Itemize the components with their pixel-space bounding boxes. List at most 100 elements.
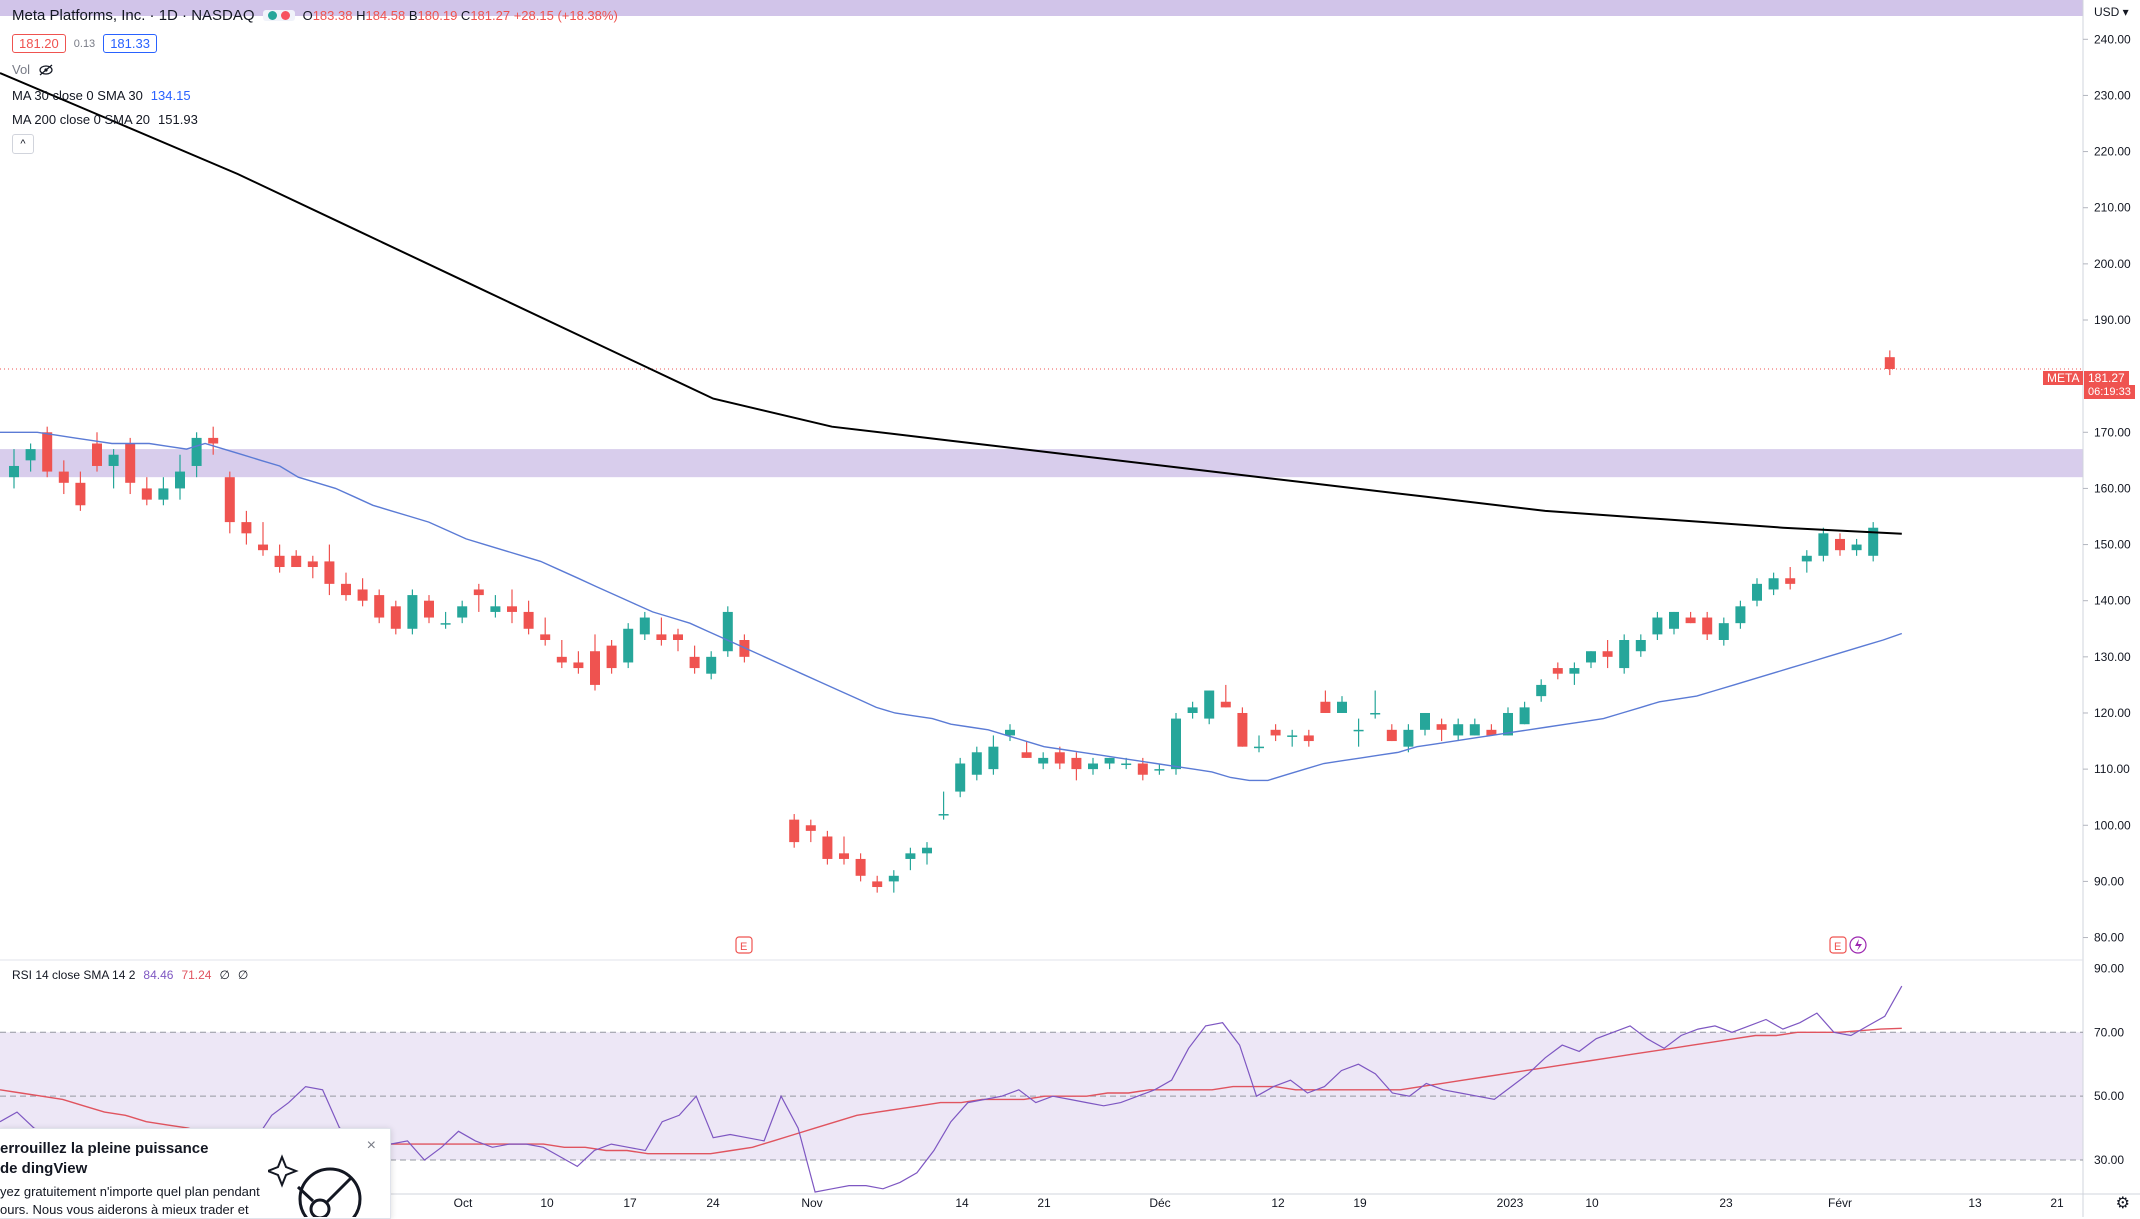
candle[interactable] xyxy=(92,443,102,466)
candle[interactable] xyxy=(1021,752,1032,758)
candle[interactable] xyxy=(556,656,567,663)
candle[interactable] xyxy=(208,437,219,444)
candle[interactable] xyxy=(523,611,534,629)
candle[interactable] xyxy=(1669,611,1679,629)
candle[interactable] xyxy=(507,606,517,612)
candle[interactable] xyxy=(1287,735,1298,737)
buy-price-button[interactable]: 181.33 xyxy=(103,34,157,53)
candle[interactable] xyxy=(1735,606,1746,624)
candle[interactable] xyxy=(922,847,932,854)
candle[interactable] xyxy=(374,595,385,618)
candle[interactable] xyxy=(1635,640,1646,652)
candle[interactable] xyxy=(656,634,667,640)
candle[interactable] xyxy=(639,617,650,635)
candle[interactable] xyxy=(424,600,434,618)
earnings-marker[interactable] xyxy=(1829,936,1847,954)
candle[interactable] xyxy=(291,555,302,568)
candle[interactable] xyxy=(1353,729,1364,732)
candle[interactable] xyxy=(1204,690,1215,719)
candle[interactable] xyxy=(440,623,451,625)
candle[interactable] xyxy=(1270,729,1281,736)
candle[interactable] xyxy=(590,651,600,685)
candle[interactable] xyxy=(1884,357,1895,370)
candle[interactable] xyxy=(241,522,252,534)
candle[interactable] xyxy=(888,875,899,882)
candle[interactable] xyxy=(1835,538,1845,551)
candle[interactable] xyxy=(1071,757,1082,770)
candle[interactable] xyxy=(324,561,335,584)
rsi-line[interactable] xyxy=(0,985,1903,1193)
earnings-marker[interactable] xyxy=(735,936,753,954)
candle[interactable] xyxy=(1552,668,1563,674)
close-icon[interactable]: × xyxy=(366,1137,376,1154)
candle[interactable] xyxy=(1436,724,1447,730)
candle[interactable] xyxy=(1851,544,1862,551)
candle[interactable] xyxy=(1254,746,1264,749)
candle[interactable] xyxy=(191,437,202,466)
candle[interactable] xyxy=(1386,729,1397,742)
candle[interactable] xyxy=(573,662,584,669)
candle[interactable] xyxy=(1702,617,1713,635)
candle[interactable] xyxy=(540,634,551,640)
ma30-line[interactable] xyxy=(0,431,1903,782)
candle[interactable] xyxy=(108,454,119,466)
candle[interactable] xyxy=(25,449,36,461)
candle[interactable] xyxy=(1320,701,1331,713)
rsi-legend[interactable]: RSI 14 close SMA 14 2 84.46 71.24 ∅ ∅ xyxy=(12,968,248,982)
candle[interactable] xyxy=(1652,617,1663,635)
candle[interactable] xyxy=(1005,729,1015,736)
ma200-legend[interactable]: MA 200 close 0 SMA 20 151.93 xyxy=(12,112,198,127)
candle[interactable] xyxy=(1154,769,1165,771)
candle[interactable] xyxy=(158,488,169,500)
candle[interactable] xyxy=(390,606,401,629)
candle[interactable] xyxy=(1486,729,1497,736)
candle[interactable] xyxy=(955,763,966,792)
candle[interactable] xyxy=(357,589,368,601)
candle[interactable] xyxy=(341,583,351,596)
candle[interactable] xyxy=(307,561,318,568)
candle[interactable] xyxy=(1370,712,1381,715)
candle[interactable] xyxy=(9,465,19,478)
candle[interactable] xyxy=(822,836,833,859)
candle[interactable] xyxy=(789,819,800,843)
candle[interactable] xyxy=(1868,527,1879,556)
candle[interactable] xyxy=(1536,684,1547,697)
symbol-title[interactable]: Meta Platforms, Inc. · 1D · NASDAQ xyxy=(12,7,255,24)
candle[interactable] xyxy=(1602,651,1613,657)
chart-settings-gear-icon[interactable]: ⚙ xyxy=(2115,1195,2130,1212)
candle[interactable] xyxy=(722,611,733,652)
candle[interactable] xyxy=(1752,583,1762,601)
candle[interactable] xyxy=(58,471,69,483)
candle[interactable] xyxy=(706,656,717,674)
currency-selector[interactable]: USD ▾ xyxy=(2094,5,2129,19)
candle[interactable] xyxy=(1569,668,1580,674)
candle[interactable] xyxy=(1121,763,1132,766)
candle[interactable] xyxy=(623,628,634,663)
candle[interactable] xyxy=(258,544,268,551)
candle[interactable] xyxy=(1237,712,1248,747)
candle[interactable] xyxy=(224,477,235,523)
candle[interactable] xyxy=(1088,763,1098,770)
candle[interactable] xyxy=(407,595,418,629)
candle[interactable] xyxy=(1469,724,1480,736)
candle[interactable] xyxy=(1685,617,1696,624)
candle[interactable] xyxy=(872,881,883,888)
candle[interactable] xyxy=(1619,640,1630,669)
candle[interactable] xyxy=(42,432,53,472)
candle[interactable] xyxy=(1768,578,1779,590)
candle[interactable] xyxy=(1187,707,1198,713)
candle[interactable] xyxy=(1038,757,1049,764)
candle[interactable] xyxy=(805,825,816,831)
candle[interactable] xyxy=(1337,701,1347,713)
collapse-legend-button[interactable]: ^ xyxy=(12,134,34,154)
candle[interactable] xyxy=(988,746,999,770)
candle[interactable] xyxy=(1171,718,1181,770)
candle[interactable] xyxy=(689,656,700,669)
candle[interactable] xyxy=(1220,701,1231,708)
candle[interactable] xyxy=(1718,623,1729,640)
candle[interactable] xyxy=(125,443,136,483)
candle[interactable] xyxy=(1801,555,1812,562)
candle[interactable] xyxy=(855,858,866,876)
candle[interactable] xyxy=(839,853,849,859)
